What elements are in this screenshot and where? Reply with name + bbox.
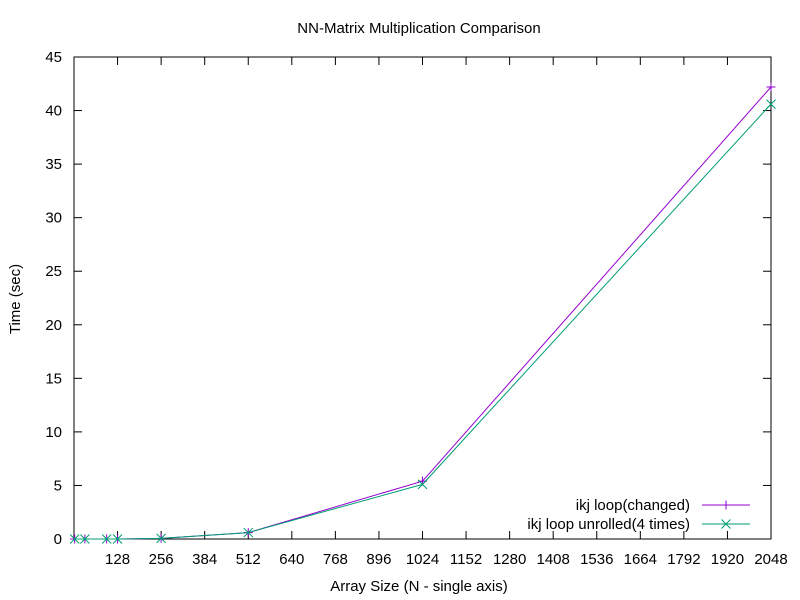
y-tick-label: 40 xyxy=(45,103,62,120)
y-tick-label: 30 xyxy=(45,210,62,227)
legend: ikj loop(changed) ikj loop unrolled(4 tim… xyxy=(527,497,750,533)
series-1 xyxy=(70,82,776,544)
data-point xyxy=(80,534,90,544)
legend-label: ikj loop unrolled(4 times) xyxy=(527,516,690,533)
data-point xyxy=(417,479,428,490)
x-tick-label: 512 xyxy=(236,551,261,568)
legend-marker xyxy=(721,500,731,510)
data-point xyxy=(101,534,112,544)
series-line xyxy=(74,86,772,540)
x-tick-label: 1152 xyxy=(450,551,482,568)
series-2 xyxy=(69,99,776,544)
x-tick-label: 1664 xyxy=(624,551,657,568)
y-tick-label: 20 xyxy=(45,317,62,334)
x-tick-label: 1024 xyxy=(406,551,439,568)
data-point xyxy=(766,82,776,92)
x-tick-label: 256 xyxy=(149,551,174,568)
x-tick-label: 1536 xyxy=(580,551,613,568)
legend-marker xyxy=(721,519,731,529)
x-tick-label: 640 xyxy=(279,551,304,568)
x-tick-label: 1280 xyxy=(493,551,526,568)
x-tick-label: 128 xyxy=(105,551,130,568)
plot-border xyxy=(73,56,772,540)
chart-title: NN-Matrix Multiplication Comparison xyxy=(297,20,540,37)
x-tick-label: 1408 xyxy=(537,551,570,568)
y-tick-label: 0 xyxy=(54,531,62,548)
series-line xyxy=(74,103,772,540)
data-point xyxy=(243,527,254,538)
data-point xyxy=(766,99,776,109)
y-tick-label: 45 xyxy=(45,49,62,66)
y-tick-label: 10 xyxy=(45,424,62,441)
x-tick-label: 384 xyxy=(192,551,217,568)
data-point xyxy=(69,534,80,544)
y-tick-label: 15 xyxy=(45,370,62,387)
y-tick-label: 35 xyxy=(45,156,62,173)
legend-label: ikj loop(changed) xyxy=(576,497,690,514)
data-point xyxy=(112,534,123,544)
y-tick-label: 25 xyxy=(45,263,62,280)
plot-area xyxy=(69,82,776,544)
y-tick-label: 5 xyxy=(54,477,62,494)
x-tick-label: 896 xyxy=(366,551,391,568)
x-tick-label: 768 xyxy=(323,551,348,568)
x-tick-label: 1920 xyxy=(711,551,744,568)
data-point xyxy=(156,533,166,544)
axes: 128 256 384 512 640 768 896 1024 1152 1280 1408 153… xyxy=(45,49,787,568)
x-tick-label: 2048 xyxy=(754,551,787,568)
y-axis-label: Time (sec) xyxy=(7,264,24,334)
x-tick-label: 1792 xyxy=(667,551,700,568)
x-axis-label: Array Size (N - single axis) xyxy=(330,578,508,595)
